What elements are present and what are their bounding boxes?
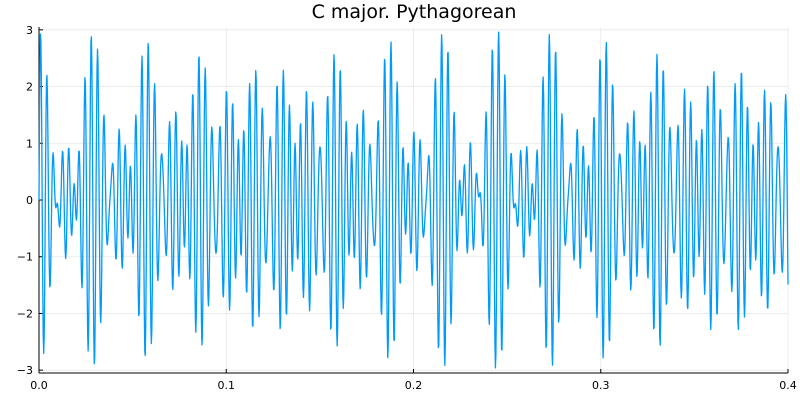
y-tick-label: 2 [26,81,33,94]
x-tick-label: 0.3 [592,379,610,392]
y-tick-label: −3 [17,364,33,377]
chart-title: C major. Pythagorean [312,1,517,23]
x-tick-label: 0.0 [30,379,48,392]
y-tick-label: 1 [26,137,33,150]
x-tick-label: 0.2 [405,379,423,392]
x-tick-label: 0.4 [779,379,797,392]
y-tick-label: 3 [26,24,33,37]
x-tick-label: 0.1 [218,379,236,392]
tick-labels: 0.0 0.1 0.2 0.3 0.4 −3 −2 −1 0 1 2 3 [17,24,797,392]
y-tick-label: −1 [17,251,33,264]
y-tick-label: 0 [26,194,33,207]
y-tick-label: −2 [17,307,33,320]
series [38,31,789,369]
series-line [38,31,789,369]
